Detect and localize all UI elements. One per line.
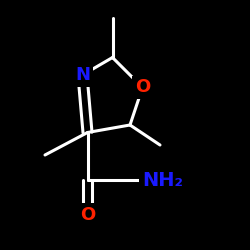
Text: O: O <box>80 206 95 224</box>
Text: N: N <box>75 66 90 84</box>
Text: NH₂: NH₂ <box>142 170 183 190</box>
Text: O: O <box>135 78 150 96</box>
